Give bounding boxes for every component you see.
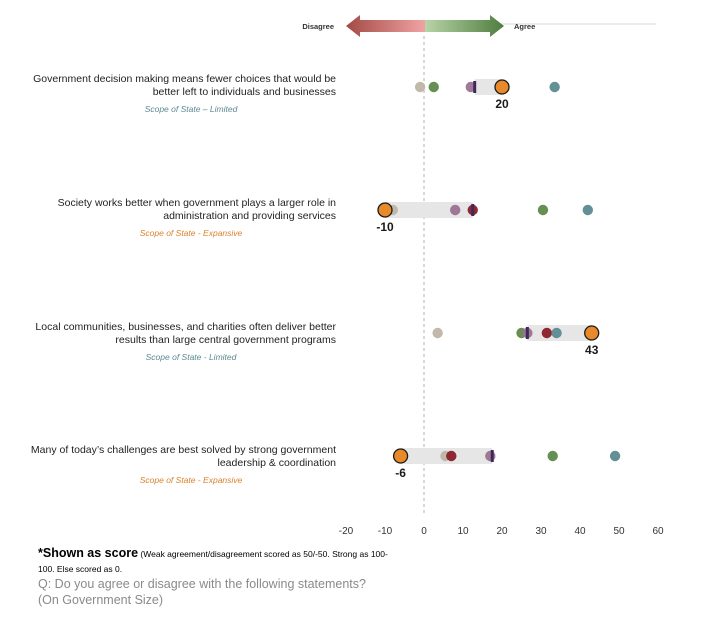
row-2: -10	[376, 202, 593, 234]
row-4: -6	[392, 448, 621, 480]
row-2-point-4	[537, 204, 549, 216]
row-3-point-1	[432, 327, 443, 339]
x-tick-label: 30	[535, 526, 547, 537]
row-3-highlight-point	[584, 325, 600, 341]
row-4-point-4	[547, 450, 558, 462]
statement-2-text: Society works better when government pla…	[57, 197, 336, 222]
statement-3: Local communities, businesses, and chari…	[6, 321, 336, 364]
row-4-point-2	[446, 450, 457, 462]
statement-1: Government decision making means fewer c…	[6, 73, 336, 116]
statement-4-text: Many of today’s challenges are best solv…	[30, 444, 336, 469]
statement-1-tag: Scope of State – Limited	[144, 104, 238, 114]
footnote-main: *Shown as score	[38, 546, 139, 560]
row-4-highlight-label: -6	[395, 466, 406, 480]
x-tick-label: 10	[457, 526, 469, 537]
row-3-point-5	[551, 327, 562, 339]
statement-2: Society works better when government pla…	[6, 197, 336, 240]
x-tick-label: 60	[652, 526, 664, 537]
x-tick-label: -10	[378, 526, 393, 537]
footnote: *Shown as score (Weak agreement/disagree…	[38, 546, 398, 576]
question: Q: Do you agree or disagree with the fol…	[38, 576, 366, 608]
statement-3-tag: Scope of State - Limited	[145, 352, 237, 362]
row-1-point-1	[414, 81, 426, 93]
x-tick-label: 40	[574, 526, 586, 537]
row-1-point-4	[549, 81, 560, 93]
statement-4: Many of today’s challenges are best solv…	[6, 444, 336, 487]
row-2-point-2	[450, 204, 461, 216]
row-1-highlight-label: 20	[495, 97, 509, 111]
row-4-marker	[490, 450, 494, 462]
agree-label: Agree	[514, 22, 535, 31]
row-2-highlight-point	[377, 202, 393, 218]
row-2-range-band	[385, 202, 473, 218]
row-4-point-5	[609, 450, 621, 462]
statement-1-text: Government decision making means fewer c…	[33, 73, 336, 98]
row-3: 43	[432, 325, 600, 357]
statement-4-tag: Scope of State - Expansive	[139, 475, 243, 485]
x-tick-label: 0	[421, 526, 427, 537]
x-tick-label: -20	[339, 526, 354, 537]
row-1-range-band	[474, 79, 502, 95]
x-tick-label: 50	[613, 526, 625, 537]
row-4-highlight-point	[392, 448, 409, 464]
row-2-highlight-label: -10	[376, 220, 394, 234]
row-3-point-4	[541, 327, 553, 339]
statement-2-tag: Scope of State - Expansive	[139, 228, 243, 238]
row-4-point-3	[485, 450, 496, 462]
question-line-2: (On Government Size)	[38, 593, 164, 607]
disagree-arrow	[346, 15, 425, 37]
row-1-point-2	[428, 81, 439, 93]
row-2-marker	[471, 204, 475, 216]
question-line-1: Q: Do you agree or disagree with the fol…	[38, 577, 366, 591]
row-3-highlight-label: 43	[585, 343, 599, 357]
row-1: 20	[414, 79, 560, 111]
row-1-marker	[473, 81, 477, 93]
disagree-label: Disagree	[302, 22, 334, 31]
agree-arrow	[425, 15, 504, 37]
row-3-marker	[525, 327, 529, 339]
x-tick-label: 20	[496, 526, 508, 537]
footnote-detail: (Weak agreement/disagreement scored as 5…	[38, 549, 388, 574]
statement-3-text: Local communities, businesses, and chari…	[35, 321, 336, 346]
row-1-highlight-point	[494, 79, 510, 95]
row-2-point-5	[582, 204, 593, 216]
